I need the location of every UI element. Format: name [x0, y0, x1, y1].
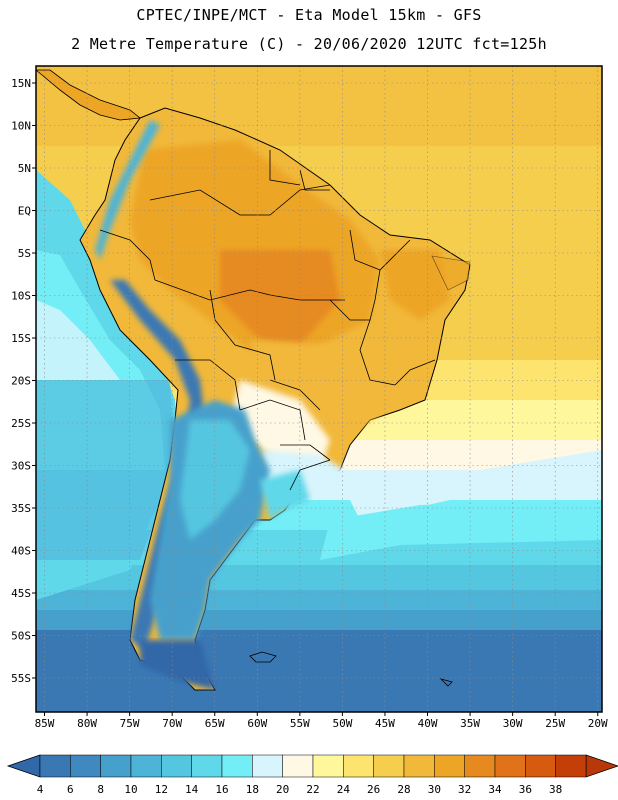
- colorbar-swatch: [494, 754, 526, 778]
- colorbar-low-arrow: [6, 754, 41, 778]
- colorbar-label: 26: [367, 783, 380, 796]
- colorbar-label: 22: [306, 783, 319, 796]
- map-subtitle: 2 Metre Temperature (C) - 20/06/2020 12U…: [71, 35, 547, 53]
- lat-tick-label: 30S: [11, 460, 31, 473]
- colorbar-swatch: [130, 754, 162, 778]
- country-borders: [99, 150, 436, 491]
- colorbar-swatch: [434, 754, 465, 778]
- colorbar-label: 30: [428, 783, 441, 796]
- colorbar-swatch: [161, 754, 192, 778]
- colorbar-label: 24: [337, 783, 351, 796]
- lon-tick-label: 65W: [205, 717, 225, 730]
- colorbar-swatch: [312, 754, 344, 778]
- colorbar-label: 12: [155, 783, 168, 796]
- colorbar-label: 16: [215, 783, 228, 796]
- lat-tick-label: 15N: [11, 77, 31, 90]
- lat-tick-label: 50S: [11, 630, 31, 643]
- colorbar-label: 14: [185, 783, 199, 796]
- longitude-axis: 85W 80W 75W 70W 65W 60W 55W 50W 45W 40W 35W 30W 25W 2…: [35, 712, 608, 730]
- lat-tick-label: 55S: [11, 672, 31, 685]
- lat-tick-label: EQ: [18, 205, 31, 218]
- colorbar-swatch: [525, 754, 556, 778]
- colorbar-swatch: [252, 754, 283, 778]
- colorbar-swatch: [282, 754, 314, 778]
- colorbar-swatch: [39, 754, 71, 778]
- temperature-colorbar: 4 6 8 10 12 14 16 18 20 22 24 26 28 30 32 34 36 38: [6, 754, 618, 796]
- colorbar-label: 10: [124, 783, 137, 796]
- latitude-axis: 15N 10N 5N EQ 5S 10S 15S 20S 25S 30S 35S 40S 45S 50S 5…: [11, 77, 36, 685]
- colorbar-swatch: [343, 754, 374, 778]
- colorbar-swatch: [403, 754, 435, 778]
- colorbar-swatch: [70, 754, 101, 778]
- colorbar-swatch: [555, 754, 587, 778]
- colorbar-swatch: [221, 754, 253, 778]
- colorbar-label: 18: [246, 783, 259, 796]
- lon-tick-label: 25W: [545, 717, 565, 730]
- lon-tick-label: 45W: [375, 717, 395, 730]
- map-title: CPTEC/INPE/MCT - Eta Model 15km - GFS: [136, 6, 482, 24]
- colorbar-high-arrow: [585, 754, 618, 778]
- map-frame: [35, 65, 603, 713]
- colorbar-label: 4: [37, 783, 44, 796]
- lat-tick-label: 20S: [11, 375, 31, 388]
- colorbar-swatch: [100, 754, 132, 778]
- lon-tick-label: 50W: [332, 717, 352, 730]
- colorbar-label: 38: [549, 783, 562, 796]
- lat-tick-label: 5S: [18, 247, 31, 260]
- lat-tick-label: 10N: [11, 120, 31, 133]
- lat-tick-label: 40S: [11, 545, 31, 558]
- south-america-land: [79, 107, 471, 691]
- lon-tick-label: 60W: [247, 717, 267, 730]
- lon-tick-label: 30W: [503, 717, 523, 730]
- lon-tick-label: 80W: [77, 717, 97, 730]
- lat-tick-label: 45S: [11, 587, 31, 600]
- colorbar-label: 6: [67, 783, 74, 796]
- lat-tick-label: 15S: [11, 332, 31, 345]
- colorbar-label: 8: [97, 783, 104, 796]
- colorbar-label: 36: [519, 783, 532, 796]
- lon-tick-label: 35W: [460, 717, 480, 730]
- lon-tick-label: 20W: [588, 717, 608, 730]
- colorbar-label: 20: [276, 783, 289, 796]
- temperature-field: [36, 66, 602, 712]
- lat-tick-label: 25S: [11, 417, 31, 430]
- colorbar-swatch: [464, 754, 496, 778]
- lon-tick-label: 75W: [120, 717, 140, 730]
- colorbar-swatch: [191, 754, 223, 778]
- lat-tick-label: 5N: [18, 162, 31, 175]
- colorbar-label: 32: [458, 783, 471, 796]
- colorbar-label: 28: [397, 783, 410, 796]
- lat-tick-label: 10S: [11, 290, 31, 303]
- lon-tick-label: 70W: [162, 717, 182, 730]
- lon-tick-label: 55W: [290, 717, 310, 730]
- colorbar-swatch: [373, 754, 405, 778]
- lat-tick-label: 35S: [11, 502, 31, 515]
- lon-tick-label: 40W: [418, 717, 438, 730]
- lon-tick-label: 85W: [35, 717, 55, 730]
- colorbar-label: 34: [488, 783, 502, 796]
